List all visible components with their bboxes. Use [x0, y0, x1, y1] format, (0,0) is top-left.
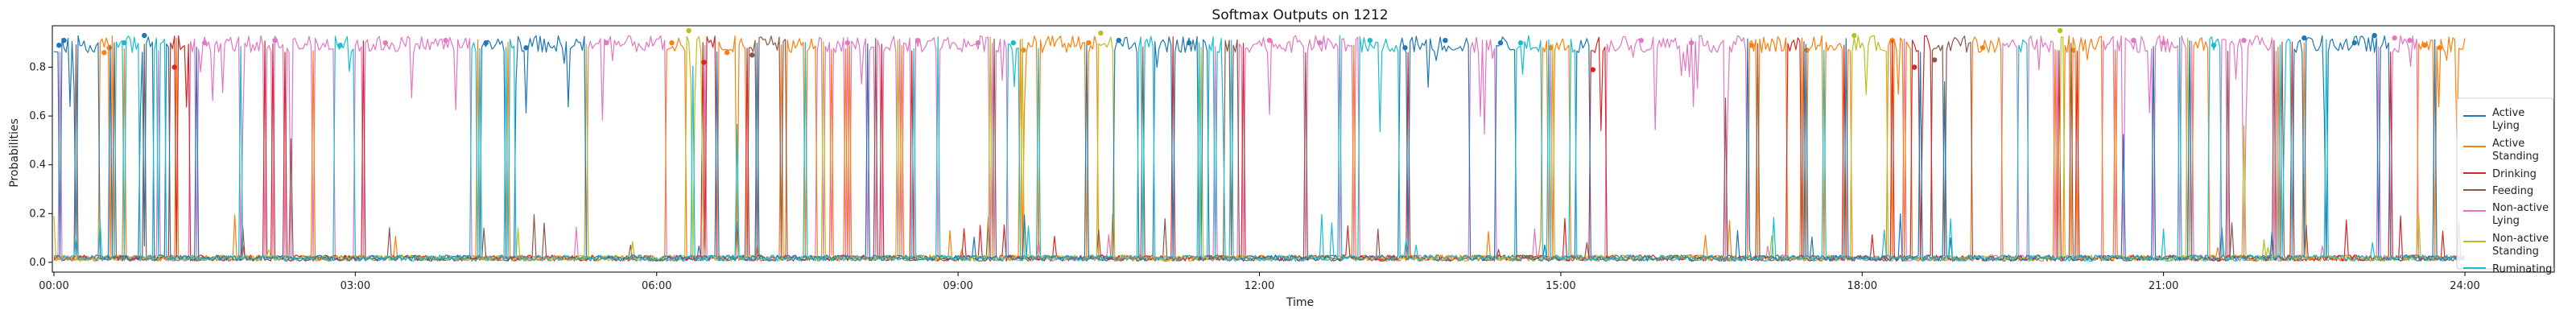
legend-entry: Active Standing [2492, 138, 2539, 163]
series-dot-non-active-lying [1688, 40, 1695, 46]
x-axis-label: Time [1286, 296, 1314, 309]
series-dot-active-standing [101, 50, 107, 56]
x-tick-label: 06:00 [642, 280, 671, 292]
series-dot-active-lying [2301, 35, 2307, 41]
plot-area [53, 27, 2466, 262]
x-tick-label: 21:00 [2149, 280, 2178, 292]
series-dot-active-standing [1804, 47, 1810, 53]
series-dot-ruminating [337, 43, 343, 48]
series-dot-active-lying [2351, 40, 2357, 46]
series-dot-ruminating [1517, 40, 1524, 46]
series-dot-ruminating [2211, 43, 2217, 48]
series-dot-active-standing [2070, 47, 2076, 53]
y-tick-label: 0.6 [29, 110, 46, 122]
x-tick-label: 09:00 [943, 280, 972, 292]
series-dot-active-lying [1186, 40, 1192, 46]
y-tick-label: 0.4 [29, 159, 46, 171]
series-dot-non-active-lying [915, 37, 921, 43]
plot-frame [52, 25, 2555, 273]
series-dot-feeding [749, 52, 755, 58]
series-dot-active-lying [142, 32, 147, 39]
series-dot-active-standing [2437, 45, 2443, 51]
series-dot-non-active-lying [975, 40, 981, 46]
series-dot-drinking [1911, 64, 1918, 70]
series-line-drinking [53, 35, 2466, 262]
series-dot-non-active-lying [2130, 37, 2136, 43]
legend-entry: Non-active Standing [2492, 233, 2549, 258]
legend-entry: Drinking [2492, 168, 2537, 180]
series-dot-non-active-lying [272, 37, 278, 43]
y-tick-label: 0.0 [29, 257, 46, 269]
x-tick-label: 12:00 [1245, 280, 1274, 292]
series-dot-non-active-lying [2241, 37, 2247, 43]
series-dot-non-active-standing [2057, 27, 2063, 34]
series-dot-drinking [701, 60, 707, 65]
series-line-ruminating [53, 35, 2466, 262]
series-dot-non-active-lying [2407, 37, 2413, 43]
series-dot-active-lying [483, 40, 489, 46]
series-dot-ruminating [1367, 37, 1373, 43]
series-dot-non-active-standing [686, 27, 691, 34]
series-dot-non-active-lying [604, 40, 609, 46]
series-dot-active-lying [61, 37, 67, 43]
y-tick-label: 0.2 [29, 208, 46, 220]
series-dot-feeding [1931, 57, 1938, 63]
x-tick-label: 00:00 [39, 280, 68, 292]
series-dot-active-standing [1548, 45, 1554, 51]
legend: Active Lying Active Standing Drinking Feeding… [2456, 97, 2554, 275]
series-dot-non-active-lying [844, 40, 851, 46]
series-dot-active-standing [1021, 47, 1026, 53]
axis-ticks: 00:00 03:00 06:00 09:00 12:00 15:00 18:00 21:00… [29, 62, 2479, 292]
series-dot-active-standing [1086, 40, 1092, 46]
series-line-non-active-standing [53, 35, 2466, 262]
legend-box [2456, 97, 2554, 270]
y-tick-label: 0.8 [29, 62, 46, 74]
legend-entry: Non-active Lying [2492, 202, 2549, 227]
series-dot-non-active-lying [382, 40, 389, 46]
series-dot-active-standing [2421, 43, 2428, 48]
x-tick-label: 03:00 [341, 280, 370, 292]
series-dot-active-lying [1116, 37, 1121, 43]
series-dot-non-active-standing [1852, 32, 1857, 39]
series-dot-non-active-lying [1317, 40, 1323, 46]
series-dot-non-active-lying [201, 40, 208, 46]
y-axis-label: Probabilities [8, 118, 21, 188]
series-dot-active-lying [56, 43, 62, 48]
series-dot-non-active-standing [1098, 30, 1104, 36]
series-dot-active-standing [724, 50, 730, 56]
series-dot-non-active-lying [2161, 40, 2166, 46]
series-dot-active-lying [523, 45, 529, 51]
series-dot-drinking [171, 64, 177, 70]
series-dot-active-standing [1748, 43, 1755, 48]
series-dot-active-standing [669, 40, 675, 46]
x-tick-label: 24:00 [2450, 280, 2479, 292]
series-dot-active-standing [1979, 45, 1986, 51]
series-dot-active-lying [2372, 32, 2377, 39]
series-dot-drinking [1590, 67, 1596, 72]
legend-entry: Feeding [2492, 185, 2533, 197]
series-dot-non-active-lying [443, 37, 448, 43]
legend-entry: Ruminating [2492, 263, 2552, 275]
chart-title: Softmax Outputs on 1212 [1212, 7, 1388, 23]
series-dot-non-active-lying [1638, 37, 1644, 43]
legend-entry: Active Lying [2492, 107, 2524, 132]
series-dot-active-lying [1443, 37, 1448, 43]
x-tick-label: 18:00 [1847, 280, 1877, 292]
x-tick-label: 15:00 [1546, 280, 1575, 292]
series-dot-non-active-lying [1266, 37, 1273, 43]
series-dot-active-standing [106, 45, 112, 51]
series-dot-non-active-lying [2392, 35, 2397, 41]
series-dot-ruminating [122, 40, 127, 46]
series-dot-ruminating [1010, 40, 1016, 46]
series-dot-active-lying [1402, 45, 1408, 51]
series-dot-active-lying [1497, 40, 1504, 46]
